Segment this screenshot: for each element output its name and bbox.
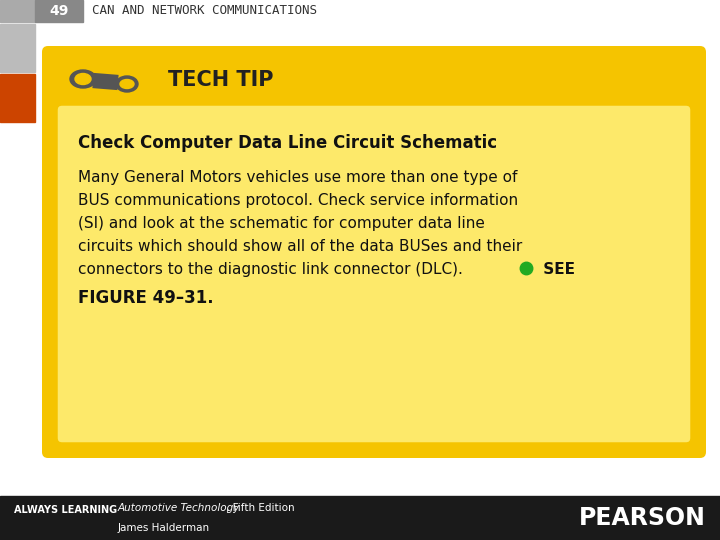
Text: FIGURE 49–31.: FIGURE 49–31. — [78, 289, 214, 307]
Text: ALWAYS LEARNING: ALWAYS LEARNING — [14, 505, 117, 515]
Text: circuits which should show all of the data BUSes and their: circuits which should show all of the da… — [78, 239, 522, 254]
Text: connectors to the diagnostic link connector (DLC).: connectors to the diagnostic link connec… — [78, 262, 463, 277]
Text: SEE: SEE — [538, 262, 575, 277]
Text: , Fifth Edition: , Fifth Edition — [226, 503, 294, 514]
Bar — [0, 496, 720, 540]
Bar — [0, 0, 35, 22]
Text: TECH TIP: TECH TIP — [168, 70, 274, 90]
Text: James Halderman: James Halderman — [118, 523, 210, 532]
Text: CAN AND NETWORK COMMUNICATIONS: CAN AND NETWORK COMMUNICATIONS — [92, 4, 317, 17]
Text: BUS communications protocol. Check service information: BUS communications protocol. Check servi… — [78, 193, 518, 208]
Ellipse shape — [116, 76, 138, 92]
Bar — [0, 24, 35, 72]
Ellipse shape — [120, 79, 134, 89]
Bar — [0, 74, 35, 122]
Bar — [35, 0, 83, 22]
Text: Many General Motors vehicles use more than one type of: Many General Motors vehicles use more th… — [78, 170, 518, 185]
Text: PEARSON: PEARSON — [579, 506, 706, 530]
Text: (SI) and look at the schematic for computer data line: (SI) and look at the schematic for compu… — [78, 216, 485, 231]
Text: 49: 49 — [49, 4, 68, 18]
Ellipse shape — [75, 73, 91, 84]
Text: Automotive Technology: Automotive Technology — [118, 503, 240, 514]
FancyBboxPatch shape — [42, 46, 706, 458]
FancyBboxPatch shape — [56, 104, 692, 444]
Ellipse shape — [70, 70, 96, 88]
Text: Check Computer Data Line Circuit Schematic: Check Computer Data Line Circuit Schemat… — [78, 134, 497, 152]
